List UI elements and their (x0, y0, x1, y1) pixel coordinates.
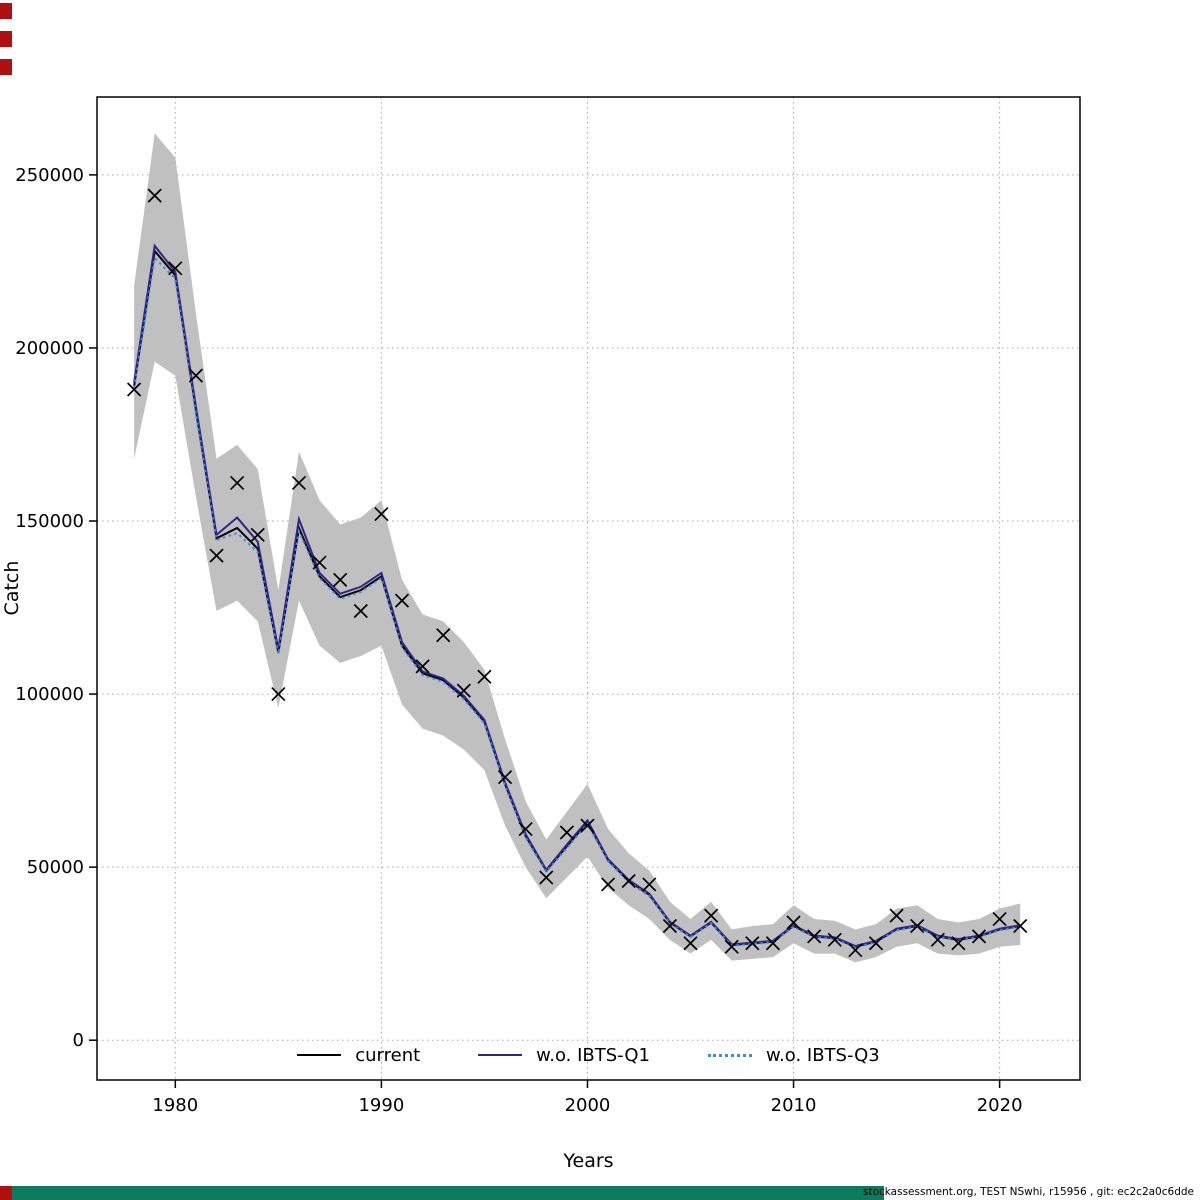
wo-ibts-q1-line-sample (478, 1054, 523, 1056)
svg-text:1980: 1980 (152, 1095, 198, 1116)
legend-item-wo-ibts-q3: w.o. IBTS-Q3 (707, 1044, 880, 1066)
legend-item-current: current (297, 1045, 420, 1066)
svg-text:100000: 100000 (15, 684, 84, 705)
svg-text:250000: 250000 (15, 165, 84, 186)
svg-text:200000: 200000 (15, 338, 84, 359)
legend-item-wo-ibts-q1: w.o. IBTS-Q1 (478, 1045, 650, 1066)
tick-labels: 1980 1990 2000 2010 2020 0 50000 100000 150000 20… (15, 165, 1022, 1116)
red-marker-icon (0, 31, 12, 47)
y-axis-title: Catch (1, 560, 23, 616)
red-marker-icon (0, 1186, 12, 1200)
plot-border (96, 96, 1081, 1081)
series-line-w-o-ibts-q1 (133, 243, 1021, 948)
svg-text:0: 0 (73, 1030, 84, 1051)
observation-markers (126, 188, 1028, 958)
x-axis-title: Years (563, 1150, 614, 1172)
red-marker-icon (0, 3, 12, 19)
current-line-sample (297, 1054, 342, 1056)
wo-ibts-q3-line-sample (707, 1053, 752, 1057)
svg-text:2000: 2000 (565, 1095, 611, 1116)
legend-label-wo-ibts-q1: w.o. IBTS-Q1 (536, 1044, 650, 1066)
svg-text:50000: 50000 (27, 857, 84, 878)
footer-credit: stockassessment.org, TEST NSwhi, r15956 … (862, 1186, 1194, 1198)
legend-label-current: current (355, 1044, 421, 1066)
legend: current w.o. IBTS-Q1 w.o. IBTS-Q3 (97, 1036, 1080, 1074)
series-line-w-o-ibts-q3 (133, 255, 1021, 949)
legend-label-wo-ibts-q3: w.o. IBTS-Q3 (765, 1044, 880, 1066)
svg-text:1990: 1990 (358, 1095, 404, 1116)
svg-text:2020: 2020 (977, 1095, 1023, 1116)
red-marker-icon (0, 59, 12, 75)
footer-band (0, 1186, 884, 1200)
svg-text:2010: 2010 (771, 1095, 817, 1116)
confidence-band (134, 133, 1021, 963)
svg-text:150000: 150000 (15, 511, 84, 532)
axis-ticks (89, 174, 1001, 1088)
